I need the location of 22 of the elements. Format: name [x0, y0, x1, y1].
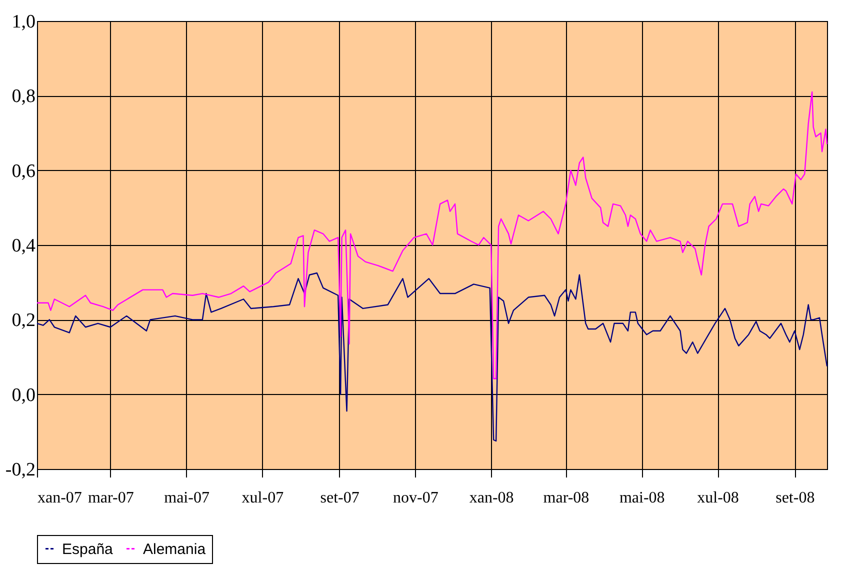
y-tick-label: -0,2	[5, 460, 36, 480]
line-series	[36, 272, 828, 442]
x-tick-label: mai-08	[619, 490, 665, 506]
x-tick-label: xul-08	[697, 490, 739, 506]
x-tick-label: mai-07	[164, 490, 210, 506]
x-tick-label: xan-07	[38, 490, 82, 506]
x-tick-label: set-07	[320, 490, 360, 506]
x-tick-label: xul-07	[242, 490, 284, 506]
y-tick-label: 0,6	[12, 160, 36, 182]
x-tick-label: set-08	[776, 490, 815, 506]
line-series	[36, 91, 828, 380]
x-tick-label: mar-08	[543, 490, 590, 506]
legend-label: España	[62, 540, 114, 558]
x-tick-label: xan-08	[469, 490, 514, 506]
y-tick-label: 1,0	[12, 12, 36, 32]
y-tick-label: 0,0	[12, 384, 36, 406]
legend-label: Alemania	[143, 540, 206, 558]
y-tick-label: 0,4	[12, 236, 36, 256]
y-tick-label: 0,8	[12, 86, 36, 108]
x-tick-label: nov-07	[393, 490, 438, 506]
y-tick-label: 0,2	[12, 310, 36, 332]
x-tick-label: mar-07	[88, 490, 134, 506]
